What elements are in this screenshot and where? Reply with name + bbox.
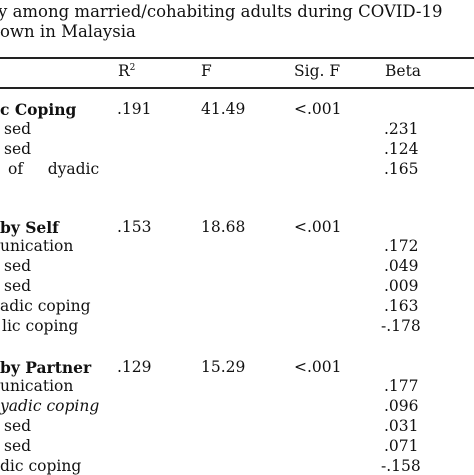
row-beta: .124 (384, 140, 419, 158)
group-r2: .191 (117, 100, 152, 118)
group-f: 15.29 (201, 358, 246, 376)
header-beta: Beta (385, 62, 422, 80)
row-beta: .231 (384, 120, 419, 138)
row-beta: .071 (384, 437, 419, 455)
row-beta: .031 (384, 417, 419, 435)
row-beta: -.158 (381, 457, 421, 475)
row-label: sed (4, 257, 32, 275)
row-beta: .177 (384, 377, 419, 395)
group-label: by Self (0, 218, 59, 237)
group-f: 18.68 (201, 218, 246, 236)
row-label: of dyadic (8, 160, 100, 178)
group-f: 41.49 (201, 100, 246, 118)
caption-line-1: y among married/cohabiting adults during… (0, 2, 443, 21)
row-label: sed (4, 120, 32, 138)
group-r2: .129 (117, 358, 152, 376)
row-label: unication (0, 377, 74, 395)
row-beta: .165 (384, 160, 419, 178)
group-label: by Partner (0, 358, 92, 377)
row-beta: .009 (384, 277, 419, 295)
group-sig: <.001 (294, 218, 342, 236)
group-sig: <.001 (294, 100, 342, 118)
row-label: adic coping (0, 297, 91, 315)
row-label: lic coping (2, 317, 79, 335)
group-sig: <.001 (294, 358, 342, 376)
header-rule (0, 87, 474, 89)
row-label: sed (4, 437, 32, 455)
row-label: dic coping (0, 457, 82, 475)
row-beta: -.178 (381, 317, 421, 335)
group-r2: .153 (117, 218, 152, 236)
table-top-rule (0, 57, 474, 59)
header-f: F (201, 62, 212, 80)
row-beta: .049 (384, 257, 419, 275)
row-label: sed (4, 140, 32, 158)
row-label: sed (4, 277, 32, 295)
group-label: c Coping (0, 100, 77, 119)
row-label: yadic coping (0, 397, 100, 415)
header-r2: R2 (118, 62, 136, 80)
row-beta: .172 (384, 237, 419, 255)
row-beta: .163 (384, 297, 419, 315)
row-beta: .096 (384, 397, 419, 415)
row-label: unication (0, 237, 74, 255)
header-sig-f: Sig. F (294, 62, 341, 80)
caption-line-2: own in Malaysia (0, 22, 136, 41)
row-label: sed (4, 417, 32, 435)
